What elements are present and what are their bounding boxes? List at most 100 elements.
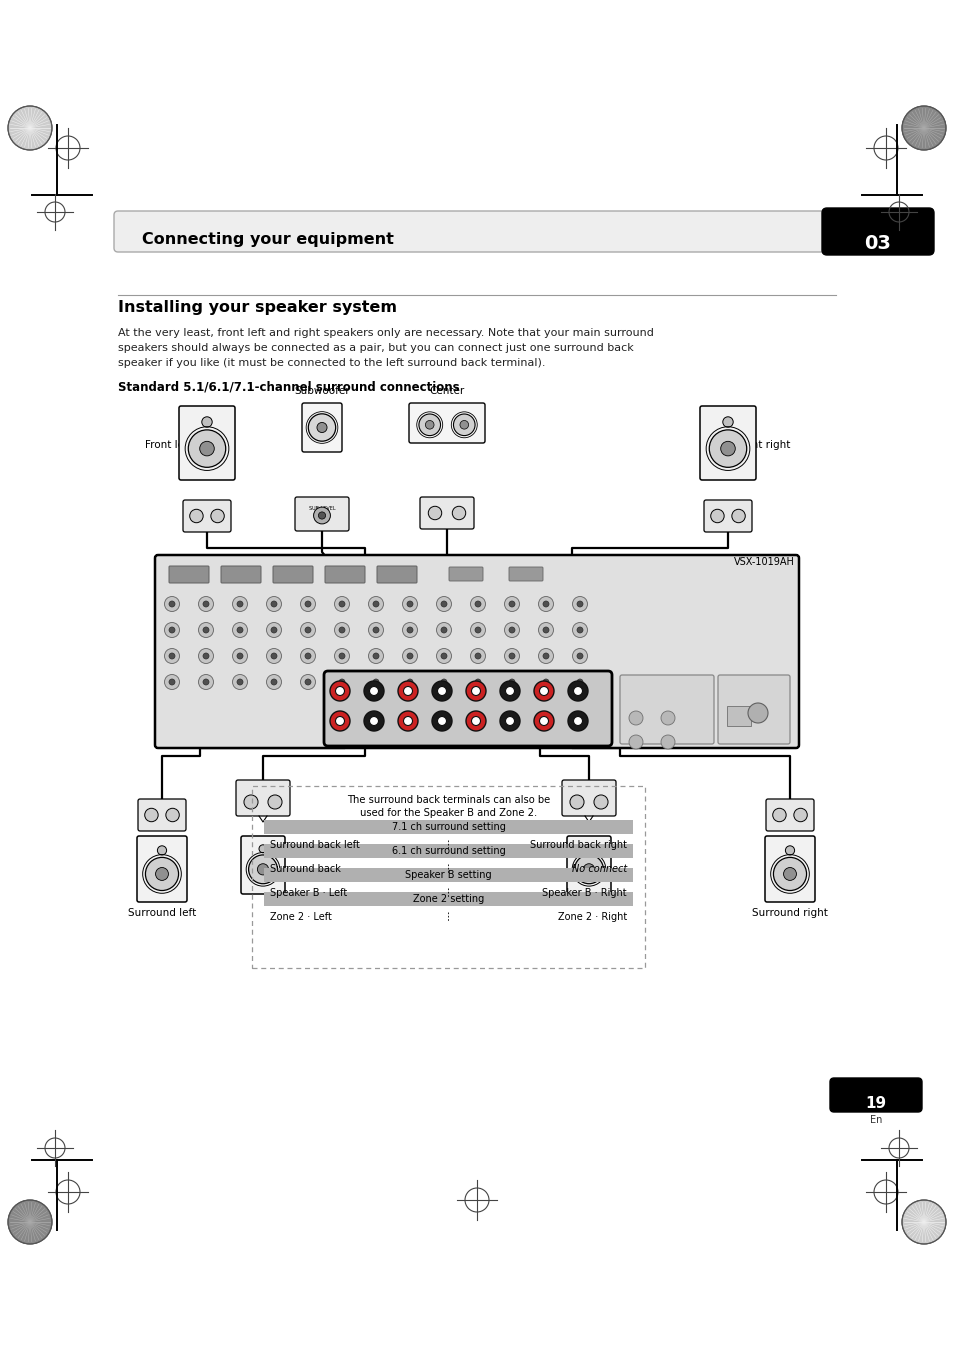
Circle shape (436, 597, 451, 612)
FancyBboxPatch shape (113, 211, 833, 253)
Text: Front right: Front right (735, 440, 789, 450)
Circle shape (471, 716, 480, 725)
Circle shape (330, 711, 350, 731)
Circle shape (300, 674, 315, 689)
Circle shape (539, 716, 548, 725)
Circle shape (428, 507, 441, 520)
Text: −: − (431, 508, 438, 517)
Text: +: + (596, 797, 605, 807)
Circle shape (236, 653, 243, 659)
FancyBboxPatch shape (138, 798, 186, 831)
Circle shape (373, 601, 378, 607)
Circle shape (722, 417, 733, 427)
Text: En: En (869, 1115, 882, 1125)
Circle shape (542, 601, 548, 607)
Circle shape (198, 597, 213, 612)
Text: +: + (213, 511, 222, 521)
Text: Zone 2 · Right: Zone 2 · Right (558, 912, 626, 923)
FancyBboxPatch shape (700, 407, 755, 480)
Text: +: + (454, 508, 463, 517)
Text: At the very least, front left and right speakers only are necessary. Note that y: At the very least, front left and right … (118, 328, 653, 338)
Text: +: + (733, 511, 742, 521)
FancyBboxPatch shape (566, 836, 610, 894)
Circle shape (314, 507, 330, 524)
Text: −: − (775, 811, 782, 820)
Circle shape (537, 597, 553, 612)
Circle shape (305, 653, 311, 659)
Circle shape (436, 648, 451, 663)
Circle shape (577, 601, 582, 607)
Text: Surround back right: Surround back right (530, 840, 626, 850)
FancyBboxPatch shape (718, 676, 789, 744)
Circle shape (233, 648, 247, 663)
Circle shape (583, 863, 594, 875)
Text: 03: 03 (863, 234, 890, 253)
Circle shape (772, 808, 785, 821)
Circle shape (268, 794, 282, 809)
FancyBboxPatch shape (561, 780, 616, 816)
Circle shape (203, 601, 209, 607)
FancyBboxPatch shape (294, 497, 349, 531)
FancyBboxPatch shape (325, 566, 365, 584)
Text: −: − (713, 511, 720, 521)
Circle shape (236, 680, 243, 685)
Circle shape (407, 680, 413, 685)
Circle shape (271, 653, 276, 659)
FancyBboxPatch shape (703, 500, 751, 532)
Circle shape (572, 623, 587, 638)
Circle shape (572, 674, 587, 689)
FancyBboxPatch shape (726, 707, 750, 725)
FancyBboxPatch shape (137, 836, 187, 902)
Circle shape (145, 858, 178, 890)
Circle shape (169, 680, 174, 685)
FancyBboxPatch shape (235, 780, 290, 816)
Text: Surround right: Surround right (751, 908, 827, 917)
Circle shape (164, 674, 179, 689)
FancyBboxPatch shape (509, 567, 542, 581)
Circle shape (793, 808, 806, 821)
Text: Connecting your equipment: Connecting your equipment (142, 232, 394, 247)
Circle shape (169, 653, 174, 659)
Circle shape (437, 686, 446, 696)
Circle shape (504, 674, 519, 689)
Circle shape (335, 686, 344, 696)
Circle shape (402, 674, 417, 689)
Circle shape (258, 844, 267, 852)
Circle shape (300, 623, 315, 638)
Circle shape (534, 711, 554, 731)
Text: Front left: Front left (145, 440, 192, 450)
Circle shape (266, 648, 281, 663)
Circle shape (368, 674, 383, 689)
Circle shape (198, 623, 213, 638)
Circle shape (628, 735, 642, 748)
FancyBboxPatch shape (619, 676, 713, 744)
Circle shape (708, 430, 746, 467)
Circle shape (305, 680, 311, 685)
Circle shape (432, 711, 452, 731)
Circle shape (594, 794, 607, 809)
Text: Zone 2 · Left: Zone 2 · Left (270, 912, 332, 923)
Circle shape (784, 846, 794, 855)
Text: Standard 5.1/6.1/7.1-channel surround connections: Standard 5.1/6.1/7.1-channel surround co… (118, 380, 459, 393)
Circle shape (203, 653, 209, 659)
Circle shape (475, 601, 480, 607)
Circle shape (266, 674, 281, 689)
Circle shape (509, 653, 515, 659)
FancyBboxPatch shape (264, 820, 633, 834)
Circle shape (402, 597, 417, 612)
Circle shape (470, 623, 485, 638)
Circle shape (499, 681, 519, 701)
Text: Surround left: Surround left (128, 908, 196, 917)
Circle shape (368, 648, 383, 663)
Text: +: + (270, 797, 279, 807)
Text: Zone 2 setting: Zone 2 setting (413, 894, 483, 904)
Circle shape (338, 601, 345, 607)
Circle shape (542, 680, 548, 685)
Circle shape (335, 597, 349, 612)
Circle shape (574, 855, 602, 884)
Circle shape (573, 686, 582, 696)
FancyBboxPatch shape (264, 867, 633, 882)
Circle shape (338, 680, 345, 685)
Circle shape (305, 627, 311, 634)
Circle shape (169, 601, 174, 607)
